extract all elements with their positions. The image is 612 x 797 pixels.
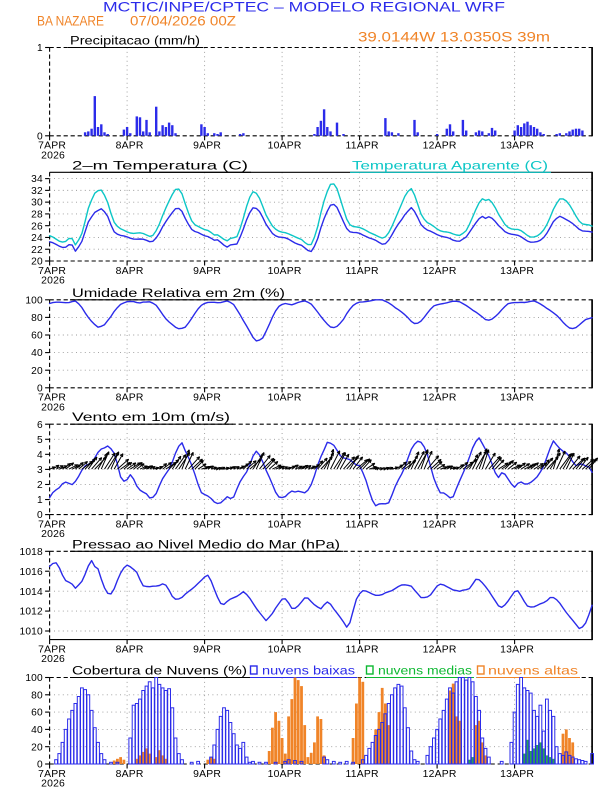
svg-text:40: 40 — [31, 725, 43, 736]
svg-text:1: 1 — [37, 43, 43, 54]
svg-text:9APR: 9APR — [193, 393, 221, 404]
svg-text:11APR: 11APR — [346, 141, 379, 152]
svg-text:11APR: 11APR — [346, 645, 379, 656]
svg-text:100: 100 — [25, 673, 43, 684]
svg-text:Umidade Relativa em 2m (%): Umidade Relativa em 2m (%) — [72, 286, 285, 300]
svg-text:10APR: 10APR — [268, 141, 302, 152]
svg-text:39.0144W 13.0350S 39m: 39.0144W 13.0350S 39m — [358, 29, 550, 45]
svg-text:2026: 2026 — [41, 529, 65, 540]
svg-text:12APR: 12APR — [423, 645, 457, 656]
svg-text:60: 60 — [31, 331, 43, 342]
svg-text:2026: 2026 — [41, 779, 65, 790]
svg-text:nuvens baixas: nuvens baixas — [262, 664, 355, 678]
svg-text:9APR: 9APR — [193, 520, 221, 531]
svg-text:12APR: 12APR — [423, 141, 457, 152]
svg-text:8APR: 8APR — [116, 769, 144, 780]
svg-text:8APR: 8APR — [116, 266, 144, 277]
svg-text:Pressao ao Nivel Medio do Mar: Pressao ao Nivel Medio do Mar (hPa) — [72, 537, 340, 551]
svg-text:2026: 2026 — [41, 150, 65, 161]
svg-text:13APR: 13APR — [500, 769, 534, 780]
svg-text:4: 4 — [37, 450, 43, 461]
svg-text:2026: 2026 — [41, 276, 65, 287]
svg-text:80: 80 — [31, 313, 43, 324]
svg-text:12APR: 12APR — [423, 266, 457, 277]
svg-text:3: 3 — [37, 465, 43, 476]
svg-text:1014: 1014 — [20, 587, 43, 598]
svg-text:26: 26 — [31, 221, 43, 232]
svg-text:8APR: 8APR — [116, 645, 144, 656]
svg-text:13APR: 13APR — [500, 141, 534, 152]
svg-text:Vento em 10m (m/s): Vento em 10m (m/s) — [72, 410, 230, 424]
svg-text:Precipitacao (mm/h): Precipitacao (mm/h) — [70, 34, 200, 48]
svg-text:1016: 1016 — [20, 567, 43, 578]
svg-text:20: 20 — [31, 366, 43, 377]
svg-text:60: 60 — [31, 708, 43, 719]
svg-text:12APR: 12APR — [423, 520, 457, 531]
svg-text:24: 24 — [31, 233, 43, 244]
svg-text:07/04/2026 00Z: 07/04/2026 00Z — [130, 14, 236, 30]
svg-text:32: 32 — [31, 186, 43, 197]
svg-text:22: 22 — [31, 245, 43, 256]
svg-text:2–m Temperatura (C): 2–m Temperatura (C) — [72, 158, 248, 172]
svg-text:11APR: 11APR — [346, 769, 379, 780]
svg-text:11APR: 11APR — [346, 266, 379, 277]
svg-text:6: 6 — [37, 420, 43, 431]
svg-text:12APR: 12APR — [423, 769, 457, 780]
svg-text:9APR: 9APR — [193, 645, 221, 656]
svg-text:1018: 1018 — [20, 547, 43, 558]
svg-text:13APR: 13APR — [500, 393, 534, 404]
svg-text:1012: 1012 — [20, 607, 43, 618]
svg-text:9APR: 9APR — [193, 769, 221, 780]
svg-text:10APR: 10APR — [268, 266, 302, 277]
svg-text:20: 20 — [31, 742, 43, 753]
svg-text:9APR: 9APR — [193, 141, 221, 152]
svg-text:11APR: 11APR — [346, 393, 379, 404]
svg-text:9APR: 9APR — [193, 266, 221, 277]
svg-text:Temperatura Aparente (C): Temperatura Aparente (C) — [352, 158, 548, 172]
svg-text:10APR: 10APR — [268, 520, 302, 531]
svg-text:nuvens altas: nuvens altas — [488, 664, 578, 678]
svg-text:34: 34 — [31, 174, 43, 185]
svg-text:11APR: 11APR — [346, 520, 379, 531]
svg-text:100: 100 — [25, 295, 43, 306]
svg-text:BA NAZARE: BA NAZARE — [37, 14, 104, 30]
svg-text:5: 5 — [37, 435, 43, 446]
svg-text:8APR: 8APR — [116, 520, 144, 531]
svg-text:30: 30 — [31, 198, 43, 209]
svg-text:13APR: 13APR — [500, 645, 534, 656]
svg-text:13APR: 13APR — [500, 520, 534, 531]
svg-text:MCTIC/INPE/CPTEC – MODELO REGI: MCTIC/INPE/CPTEC – MODELO REGIONAL WRF — [103, 0, 505, 15]
svg-text:2: 2 — [37, 480, 43, 491]
svg-text:80: 80 — [31, 690, 43, 701]
svg-text:1010: 1010 — [20, 627, 43, 638]
svg-text:8APR: 8APR — [116, 141, 144, 152]
svg-text:10APR: 10APR — [268, 769, 302, 780]
svg-text:28: 28 — [31, 210, 43, 221]
svg-text:2026: 2026 — [41, 402, 65, 413]
svg-text:Cobertura de Nuvens (%): Cobertura de Nuvens (%) — [72, 664, 247, 678]
svg-text:40: 40 — [31, 348, 43, 359]
svg-text:2026: 2026 — [41, 654, 65, 665]
svg-text:13APR: 13APR — [500, 266, 534, 277]
svg-text:nuvens medias: nuvens medias — [378, 664, 472, 678]
svg-text:12APR: 12APR — [423, 393, 457, 404]
svg-text:10APR: 10APR — [268, 645, 302, 656]
svg-text:1: 1 — [37, 495, 43, 506]
svg-text:10APR: 10APR — [268, 393, 302, 404]
svg-text:8APR: 8APR — [116, 393, 144, 404]
